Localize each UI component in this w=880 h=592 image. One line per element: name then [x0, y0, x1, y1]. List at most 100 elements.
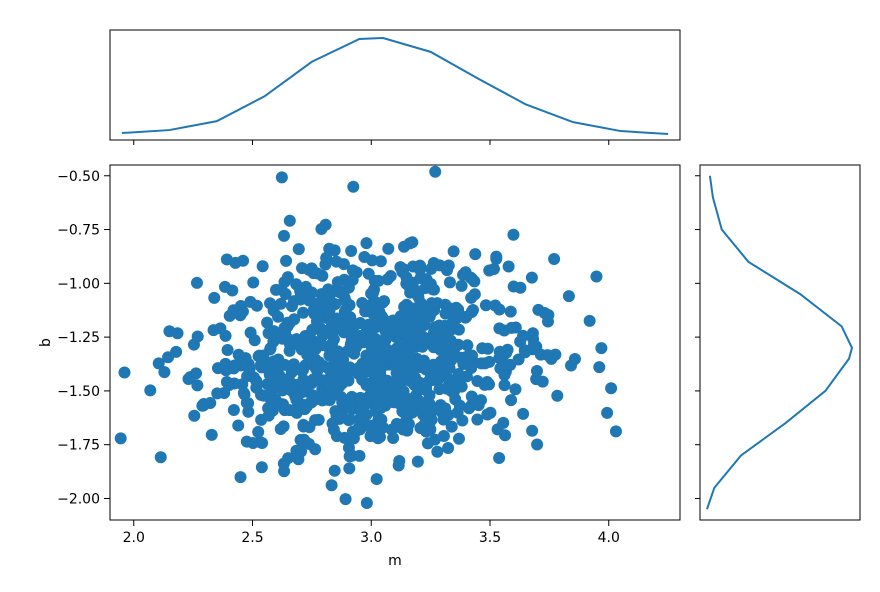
- scatter-dot: [198, 399, 210, 411]
- scatter-dot: [338, 326, 350, 338]
- scatter-dot: [431, 446, 443, 458]
- scatter-dot: [311, 267, 323, 279]
- right-density-curve: [707, 176, 852, 509]
- scatter-dot: [208, 292, 220, 304]
- scatter-dot: [344, 450, 356, 462]
- scatter-dot: [465, 292, 477, 304]
- scatter-dot: [379, 400, 391, 412]
- scatter-dot: [314, 322, 326, 334]
- y-axis-label: b: [38, 338, 54, 347]
- scatter-dot: [354, 392, 366, 404]
- top-density-curve: [122, 38, 668, 134]
- scatter-dot: [595, 342, 607, 354]
- scatter-dot: [395, 362, 407, 374]
- scatter-dot: [569, 353, 581, 365]
- scatter-dot: [517, 408, 529, 420]
- scatter-dot: [466, 306, 478, 318]
- x-axis-label: m: [388, 553, 402, 569]
- scatter-dot: [488, 263, 500, 275]
- scatter-dot: [356, 374, 368, 386]
- scatter-dot: [537, 376, 549, 388]
- y-tick-label: −1.50: [57, 384, 100, 400]
- scatter-dot: [188, 410, 200, 422]
- y-tick-label: −0.75: [57, 223, 100, 239]
- scatter-dot: [279, 359, 291, 371]
- scatter-dot: [400, 271, 412, 283]
- scatter-dot: [398, 385, 410, 397]
- scatter-dot: [331, 430, 343, 442]
- scatter-dot: [438, 414, 450, 426]
- scatter-dot: [444, 276, 456, 288]
- scatter-dot: [258, 361, 270, 373]
- scatter-dot: [387, 432, 399, 444]
- scatter-dot: [411, 393, 423, 405]
- scatter-dot: [255, 414, 267, 426]
- scatter-dot: [253, 350, 265, 362]
- scatter-dot: [256, 461, 268, 473]
- scatter-dot: [269, 333, 281, 345]
- scatter-dot: [382, 243, 394, 255]
- scatter-dot: [403, 418, 415, 430]
- scatter-dot: [241, 370, 253, 382]
- scatter-dot: [503, 260, 515, 272]
- scatter-dot: [295, 289, 307, 301]
- scatter-dot: [312, 374, 324, 386]
- scatter-dot: [206, 429, 218, 441]
- scatter-dot: [332, 367, 344, 379]
- scatter-dot: [429, 166, 441, 178]
- scatter-dot: [326, 479, 338, 491]
- scatter-dot: [344, 413, 356, 425]
- scatter-dot: [403, 309, 415, 321]
- scatter-dot: [453, 368, 465, 380]
- scatter-dot: [610, 425, 622, 437]
- scatter-dot: [118, 366, 130, 378]
- scatter-dot: [404, 330, 416, 342]
- scatter-dot: [313, 362, 325, 374]
- scatter-dot: [249, 334, 261, 346]
- x-tick-label: 3.0: [360, 530, 382, 546]
- scatter-dot: [372, 382, 384, 394]
- right-marginal-panel: [695, 165, 860, 520]
- scatter-dot: [531, 438, 543, 450]
- scatter-dot: [465, 272, 477, 284]
- scatter-dot: [519, 346, 531, 358]
- scatter-dot: [448, 245, 460, 257]
- top-marginal-panel: [110, 30, 680, 145]
- scatter-dot: [429, 404, 441, 416]
- scatter-dot: [247, 437, 259, 449]
- scatter-dot: [221, 376, 233, 388]
- scatter-dot: [426, 283, 438, 295]
- scatter-dot: [466, 391, 478, 403]
- scatter-dot: [371, 473, 383, 485]
- scatter-dot: [460, 351, 472, 363]
- scatter-dot: [361, 497, 373, 509]
- scatter-dot: [345, 245, 357, 257]
- scatter-dot: [278, 420, 290, 432]
- scatter-dot: [192, 331, 204, 343]
- scatter-dot: [412, 291, 424, 303]
- scatter-dot: [296, 262, 308, 274]
- scatter-dot: [334, 286, 346, 298]
- scatter-dot: [343, 462, 355, 474]
- scatter-dot: [308, 304, 320, 316]
- scatter-dot: [444, 348, 456, 360]
- y-tick-label: −0.50: [57, 169, 100, 185]
- scatter-dot: [542, 309, 554, 321]
- scatter-dot: [404, 237, 416, 249]
- scatter-dot: [158, 366, 170, 378]
- scatter-dot: [420, 382, 432, 394]
- scatter-dot: [310, 343, 322, 355]
- scatter-points: [115, 166, 622, 509]
- y-tick-label: −2.00: [57, 491, 100, 507]
- scatter-dot: [440, 382, 452, 394]
- scatter-dot: [431, 321, 443, 333]
- scatter-dot: [313, 414, 325, 426]
- scatter-dot: [445, 335, 457, 347]
- scatter-dot: [232, 419, 244, 431]
- scatter-dot: [450, 302, 462, 314]
- x-tick-label: 4.0: [598, 530, 620, 546]
- scatter-dot: [320, 219, 332, 231]
- scatter-dot: [456, 280, 468, 292]
- scatter-dot: [360, 237, 372, 249]
- scatter-dot: [348, 345, 360, 357]
